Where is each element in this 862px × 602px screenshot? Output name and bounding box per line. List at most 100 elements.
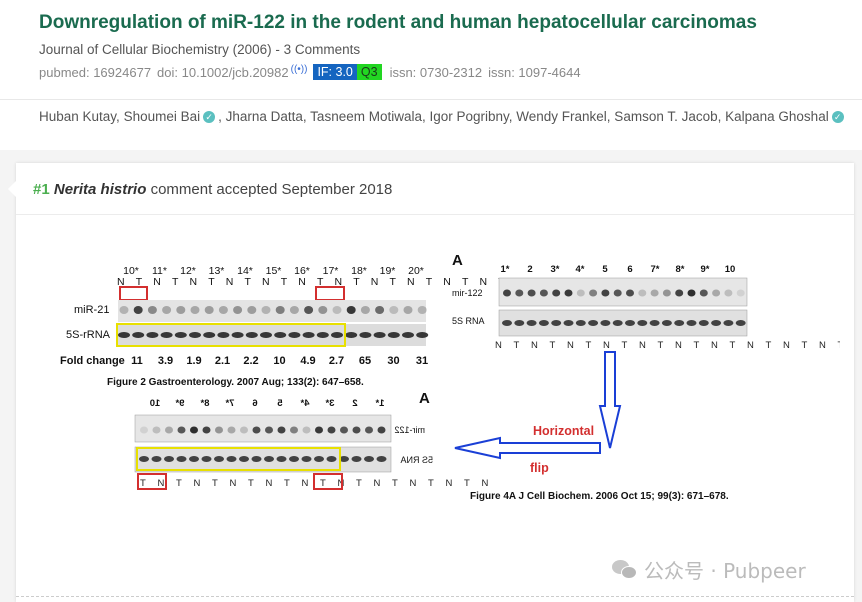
blot-band [251, 456, 262, 462]
red-box [137, 473, 167, 490]
flipped-nt-labels: T N T N T N T N T N T N T N T N T N T N [140, 478, 493, 489]
watermark: 公众号 · Pubpeer [612, 555, 806, 584]
lane-label: 4* [576, 264, 585, 275]
lane-label: 7* [651, 264, 660, 275]
yellow-box [136, 447, 341, 471]
blot-band [625, 320, 635, 326]
blot-band [340, 426, 348, 434]
s5-bands-right [502, 320, 746, 326]
quartile-badge: Q3 [356, 64, 382, 80]
rrna-bands [118, 332, 429, 338]
red-box [119, 286, 148, 301]
fold-value: 1.9 [186, 355, 201, 367]
lane-label: 10 [725, 264, 736, 275]
blot-band [265, 426, 273, 434]
blot-band [600, 320, 611, 326]
blot-band [601, 289, 610, 297]
flipped-s5-bands [139, 456, 387, 462]
blot-band [261, 306, 271, 314]
blot-band [675, 289, 684, 297]
blot-band [326, 456, 337, 462]
blot-band [288, 332, 301, 338]
author[interactable]: , Jharna Datta, Tasneem Motiwala, Igor P… [218, 109, 829, 124]
blot-band [576, 289, 585, 297]
author[interactable]: Shoumei Bai [123, 109, 201, 124]
blot-band [304, 306, 314, 314]
blot-band [345, 332, 358, 338]
lane-label: 16* [294, 265, 310, 277]
altmetric-icon[interactable]: ((•)) [290, 63, 308, 75]
lane-label: 3* [325, 398, 334, 409]
flipped-row2-label: 5S RNA [400, 455, 433, 465]
blot-band [118, 332, 130, 338]
right-row1-label: mir-122 [452, 288, 483, 298]
pubmed-id[interactable]: pubmed: 16924677 [39, 64, 152, 80]
right-row2-label: 5S RNA [452, 316, 485, 326]
blot-band [346, 306, 356, 314]
blot-band [351, 456, 362, 462]
impact-factor-badge: IF: 3.0 [313, 64, 357, 80]
blot-band [403, 306, 413, 314]
paper-title[interactable]: Downregulation of miR-122 in the rodent … [39, 12, 757, 33]
issn-print: issn: 0730-2312 [389, 64, 483, 80]
lane-label: 1* [375, 398, 384, 409]
flipped-mir122-bands [140, 426, 386, 434]
red-box [315, 286, 345, 301]
left-row2-label: 5S-rRNA [66, 329, 111, 341]
blot-band [527, 289, 536, 297]
blot-band [416, 332, 429, 338]
blot-band [552, 289, 561, 297]
verified-check-icon: ✓ [831, 110, 844, 123]
blot-band [260, 332, 272, 338]
blot-band [147, 306, 157, 314]
blot-band [140, 426, 148, 434]
blot-band [174, 332, 187, 338]
lane-label: 4* [300, 398, 309, 409]
blot-band [359, 332, 372, 338]
blot-band [275, 306, 285, 314]
fold-value: 4.9 [300, 355, 315, 367]
comment-user[interactable]: Nerita histrio [53, 181, 147, 198]
blot-band [711, 320, 722, 326]
blot-band [189, 332, 201, 338]
blot-band [327, 426, 336, 434]
mir122-bands [503, 289, 745, 297]
comment-status: comment accepted September 2018 [150, 181, 393, 198]
lane-label: 19* [380, 265, 396, 277]
blot-band [189, 456, 199, 462]
blot-band [119, 306, 129, 314]
blot-band [264, 456, 274, 462]
blot-band [538, 320, 549, 326]
blot-band [402, 332, 414, 338]
lane-label: 5 [277, 398, 283, 409]
doi[interactable]: doi: 10.1002/jcb.20982 [157, 64, 289, 80]
blot-band [176, 456, 187, 462]
blot-band [302, 426, 311, 434]
blot-band [277, 426, 286, 434]
blot-band [365, 426, 373, 434]
lane-label: 10 [150, 398, 161, 409]
fold-value: 2.7 [329, 355, 344, 367]
blot-band [674, 320, 685, 326]
blot-band [146, 332, 159, 338]
comment-card [16, 163, 854, 602]
panel-letter-a: A [452, 252, 463, 269]
blot-band [314, 456, 324, 462]
fold-value: 3.9 [158, 355, 173, 367]
fold-value: 11 [131, 355, 143, 367]
blot-band [245, 332, 258, 338]
blot-band [339, 456, 349, 462]
annotation-flip: flip [530, 461, 549, 475]
blot-band [218, 306, 228, 314]
blot-band [736, 289, 745, 297]
blot-band [190, 426, 198, 434]
lane-label: 9* [175, 398, 184, 409]
blot-band [289, 306, 299, 314]
blot-band [226, 456, 237, 462]
author[interactable]: Huban Kutay, [39, 109, 120, 124]
lane-label: 8* [200, 398, 209, 409]
blot-band [539, 289, 548, 297]
comment-number[interactable]: #1 [33, 181, 50, 198]
blot-band [201, 456, 212, 462]
card-bottom-dashed [16, 596, 854, 597]
